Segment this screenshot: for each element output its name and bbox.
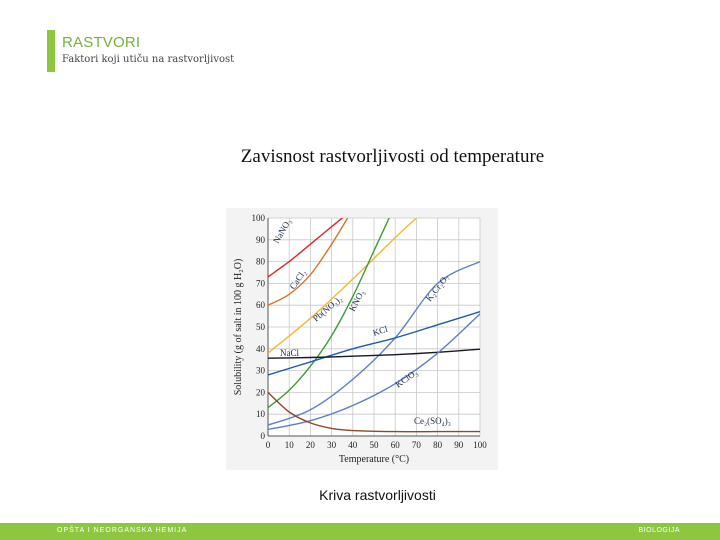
y-tick-label: 50 [256, 322, 266, 332]
y-tick-label: 20 [256, 387, 266, 397]
x-tick-label: 60 [391, 440, 401, 450]
series-line-cacl2 [268, 218, 349, 306]
slide-heading: Zavisnost rastvorljivosti od temperature [240, 146, 545, 167]
y-tick-label: 60 [256, 300, 266, 310]
slide-title: RASTVORI [62, 34, 141, 51]
series-line-kno3 [268, 218, 390, 409]
solubility-chart-svg: 0 10 20 30 40 50 60 70 80 90 100 0 10 20 30 40 50 60 70 80 9… [233, 213, 487, 465]
x-tick-label: 30 [327, 440, 337, 450]
x-tick-label: 100 [473, 440, 487, 450]
x-tick-label: 10 [285, 440, 295, 450]
series-label-nacl: NaCl [280, 348, 299, 358]
x-tick-label: 0 [266, 440, 271, 450]
solubility-chart: 0 10 20 30 40 50 60 70 80 90 100 0 10 20 30 40 50 60 70 80 9… [226, 208, 498, 470]
y-tick-label: 0 [261, 431, 266, 441]
series-line-k2cr2o7 [268, 260, 480, 426]
y-tick-label: 70 [256, 278, 266, 288]
y-tick-label: 100 [252, 213, 266, 223]
footer-bar: OPŠTA I NEORGANSKA HEMIJA BIOLOGIJA [0, 523, 720, 540]
y-tick-label: 90 [256, 235, 266, 245]
series-line-nacl [268, 348, 480, 359]
y-axis-label: Solubility (g of salt in 100 g H₂O) [233, 259, 244, 396]
footer-course: OPŠTA I NEORGANSKA HEMIJA [57, 527, 188, 534]
slide-subtitle: Faktori koji utiču na rastvorljivost [62, 54, 235, 65]
series-line-nano3 [268, 218, 344, 278]
series-label-kcl: KCl [372, 324, 390, 338]
x-tick-label: 40 [348, 440, 358, 450]
x-tick-label: 80 [433, 440, 443, 450]
x-axis-label: Temperature (°C) [339, 454, 409, 465]
series-line-kcl [268, 311, 480, 376]
series-line-ce2-so4-3 [268, 391, 480, 433]
x-tick-label: 20 [306, 440, 316, 450]
series-line-pb-no3-2 [268, 218, 417, 354]
y-tick-label: 30 [256, 366, 266, 376]
title-accent-bar [47, 30, 55, 72]
y-tick-label: 80 [256, 257, 266, 267]
x-tick-label: 90 [454, 440, 464, 450]
x-tick-label: 70 [412, 440, 422, 450]
y-tick-label: 40 [256, 344, 266, 354]
series-label-ce2-so4-3: Ce₂(SO₄)₃ [414, 416, 451, 426]
figure-caption: Kriva rastvorljivosti [319, 487, 436, 503]
x-tick-label: 50 [370, 440, 380, 450]
footer-subject: BIOLOGIJA [638, 527, 680, 534]
y-tick-label: 10 [256, 409, 266, 419]
